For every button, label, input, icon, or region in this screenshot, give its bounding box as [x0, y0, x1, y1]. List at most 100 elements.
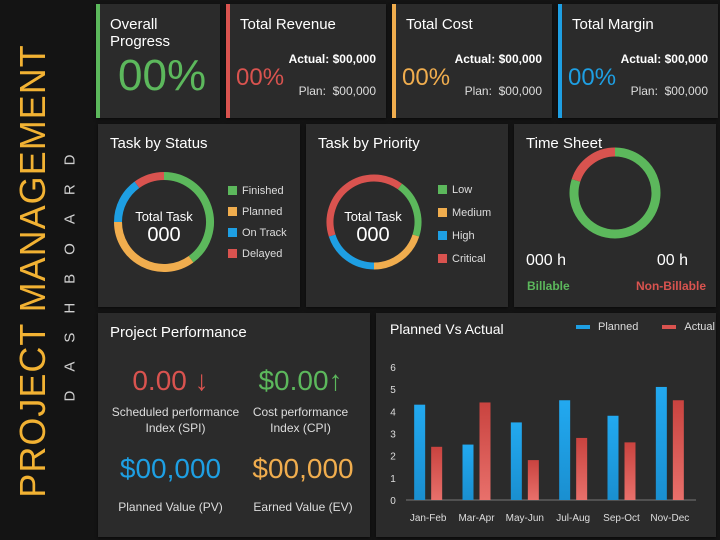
- donut-segment: [326, 174, 402, 237]
- pv-label: Planned Value (PV): [118, 500, 223, 514]
- kpi-plan-row: Plan: $00,000: [299, 84, 376, 98]
- kpi-total-cost: Total Cost 00% Actual: $00,000 Plan: $00…: [392, 4, 552, 118]
- bar-planned-mar-apr: [462, 444, 474, 500]
- sidebar: PROJECT MANAGEMENT DASHBOARD: [0, 0, 92, 540]
- task-by-status-card: Task by Status Total Task 000 Finished P…: [98, 124, 300, 307]
- legend-item: Critical: [438, 247, 491, 270]
- legend-item: Finished: [228, 180, 287, 201]
- kpi-plan-row: Plan: $00,000: [465, 84, 542, 98]
- pv-value: $00,000: [119, 453, 222, 484]
- y-tick-label: 1: [390, 474, 396, 485]
- kpi-title: Total Margin: [572, 16, 654, 33]
- kpi-actual-row: Actual: $00,000: [289, 52, 376, 66]
- kpi-plan-row: Plan: $00,000: [631, 84, 708, 98]
- kpi-plan-value: $00,000: [498, 84, 542, 98]
- kpi-plan-value: $00,000: [664, 84, 708, 98]
- spi-label: Scheduled performance Index (SPI): [111, 405, 240, 435]
- legend-item: High: [438, 224, 491, 247]
- cpi-value: $0.00↑: [258, 365, 343, 396]
- y-tick-label: 4: [390, 407, 396, 418]
- x-tick-label: Jan-Feb: [410, 513, 447, 524]
- status-center: Total Task 000: [119, 209, 209, 247]
- bar-actual-mar-apr: [479, 402, 491, 500]
- y-tick-label: 2: [390, 452, 396, 463]
- donut-segment: [134, 172, 165, 189]
- planned-vs-actual-card: Planned Vs Actual Planned Actual 0 1 2 3 4 5 6…: [376, 313, 716, 537]
- kpi-percent: 00%: [236, 64, 285, 91]
- legend-item: On Track: [228, 222, 287, 243]
- bar-actual-nov-dec: [672, 400, 684, 500]
- task-by-priority-card: Task by Priority Total Task 000 Low Medi…: [306, 124, 508, 307]
- nonbillable-hours: 00 h: [656, 252, 688, 269]
- kpi-plan-value: $00,000: [332, 84, 376, 98]
- kpi-title: Total Cost: [406, 16, 473, 33]
- legend-item: Low: [438, 178, 491, 201]
- kpi-title: Overall Progress: [110, 16, 171, 50]
- kpi-percent: 00%: [568, 64, 617, 91]
- donut-segment: [569, 147, 661, 239]
- nonbillable-label: Non-Billable: [635, 279, 706, 293]
- legend-item: Delayed: [228, 243, 287, 264]
- x-tick-label: May-Jun: [506, 513, 544, 524]
- kpi-total-revenue: Total Revenue 00% Actual: $00,000 Plan: …: [226, 4, 386, 118]
- arrow-up-icon: ↑: [328, 365, 343, 396]
- time-sheet-card: Time Sheet 000 h 00 h Billable Non-Billa…: [514, 124, 716, 307]
- timesheet-donut: [569, 147, 661, 239]
- bar-chart: 0 1 2 3 4 5 6 Jan-Feb Mar-Apr May-Jun Jul-Aug Sep-O…: [390, 363, 696, 524]
- kpi-title: Total Revenue: [240, 16, 336, 33]
- kpi-total-margin: Total Margin 00% Actual: $00,000 Plan: $…: [558, 4, 718, 118]
- priority-center: Total Task 000: [328, 209, 418, 247]
- project-performance-card: Project Performance 0.00 ↓ $0.00↑ Schedu…: [98, 313, 370, 537]
- legend-item: Medium: [438, 201, 491, 224]
- legend-actual: Actual: [684, 321, 715, 333]
- legend-swatch-planned: [576, 325, 590, 329]
- donut-segment: [114, 221, 194, 272]
- donut-segment: [328, 234, 375, 270]
- billable-label: Billable: [527, 279, 570, 293]
- kpi-overall-progress: Overall Progress 00%: [96, 4, 220, 118]
- kpi-percent: 00%: [402, 64, 451, 91]
- x-tick-label: Jul-Aug: [556, 513, 590, 524]
- status-legend: Finished Planned On Track Delayed: [228, 180, 287, 264]
- center-label: Total Task: [135, 209, 193, 224]
- ev-label: Earned Value (EV): [253, 500, 353, 514]
- ev-value: $00,000: [252, 453, 354, 484]
- kpi-actual-row: Actual: $00,000: [621, 52, 708, 66]
- kpi-plan-label: Plan:: [630, 84, 658, 98]
- center-value: 000: [356, 224, 390, 246]
- bar-actual-sep-oct: [624, 442, 636, 500]
- center-label: Total Task: [344, 209, 402, 224]
- y-tick-label: 6: [390, 363, 396, 374]
- bar-actual-jul-aug: [576, 437, 588, 500]
- kpi-plan-label: Plan:: [298, 84, 326, 98]
- donut-segment: [397, 183, 422, 237]
- kpi-value: 00%: [118, 51, 207, 100]
- bar-actual-jan-feb: [431, 446, 443, 500]
- kpi-actual-label: Actual:: [620, 52, 662, 66]
- cpi-label: Cost performance Index (CPI): [252, 405, 349, 435]
- spi-value: 0.00 ↓: [132, 365, 209, 396]
- dashboard-title: PROJECT MANAGEMENT: [12, 44, 53, 498]
- x-tick-label: Sep-Oct: [603, 513, 640, 524]
- kpi-actual-label: Actual:: [454, 52, 496, 66]
- priority-donut: [326, 174, 422, 270]
- legend-swatch-actual: [662, 325, 677, 329]
- chart-legend: Planned Actual: [576, 321, 715, 333]
- bar-actual-may-jun: [527, 460, 539, 500]
- billable-hours: 000 h: [526, 252, 567, 269]
- x-tick-label: Mar-Apr: [458, 513, 495, 524]
- chart-title: Planned Vs Actual: [390, 321, 504, 337]
- y-tick-label: 5: [390, 385, 396, 396]
- section-title: Task by Priority: [318, 135, 420, 152]
- legend-item: Planned: [228, 201, 287, 222]
- donut-segment: [114, 181, 140, 223]
- priority-legend: Low Medium High Critical: [438, 178, 491, 270]
- kpi-actual-value: $00,000: [332, 52, 376, 66]
- legend-planned: Planned: [598, 321, 639, 333]
- bar-planned-jan-feb: [414, 404, 426, 500]
- kpi-actual-row: Actual: $00,000: [455, 52, 542, 66]
- kpi-actual-value: $00,000: [664, 52, 708, 66]
- kpi-plan-label: Plan:: [464, 84, 492, 98]
- bar-planned-may-jun: [510, 422, 522, 500]
- bar-planned-sep-oct: [607, 415, 619, 500]
